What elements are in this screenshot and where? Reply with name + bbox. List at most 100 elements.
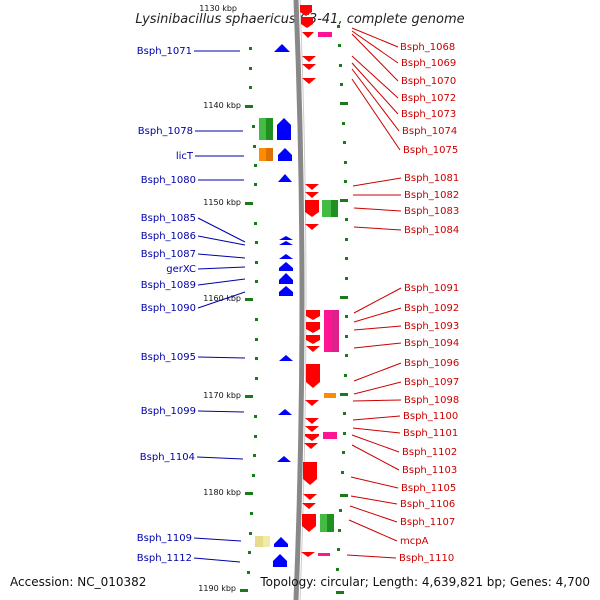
gene-arrow [301, 17, 313, 28]
gene-arrow [303, 494, 317, 500]
gene-arrow [306, 364, 320, 388]
gene-label: Bsph_1091 [404, 283, 459, 294]
gene-arrow [302, 64, 316, 70]
gene-label: Bsph_1074 [402, 126, 457, 137]
gene-label: Bsph_1070 [401, 76, 456, 87]
gene-label: Bsph_1078 [138, 126, 193, 137]
gene-arrow [274, 537, 288, 547]
gene-arrow [304, 443, 318, 449]
gene-arrow [303, 462, 317, 485]
gene-label: Bsph_1107 [400, 517, 455, 528]
gene-label: Bsph_1080 [141, 175, 196, 186]
gene-arrow [305, 426, 319, 432]
gene-label: Bsph_1082 [404, 190, 459, 201]
gene-box [322, 200, 331, 217]
gene-arrow [273, 554, 287, 567]
kbp-label: 1190 kbp [198, 584, 236, 593]
gene-label: Bsph_1086 [141, 231, 196, 242]
gene-label: Bsph_1085 [141, 213, 196, 224]
gene-label: Bsph_1072 [401, 93, 456, 104]
kbp-label: 1130 kbp [199, 4, 237, 13]
gene-label: Bsph_1084 [404, 225, 459, 236]
major-ticks [240, 102, 348, 594]
gene-arrow [279, 241, 293, 245]
gene-label: Bsph_1103 [402, 465, 457, 476]
major-tick [245, 395, 253, 398]
gene-arrow [279, 355, 293, 361]
reverse-strand-features [300, 5, 339, 557]
gene-label: Bsph_1090 [141, 303, 196, 314]
gene-arrow [305, 434, 319, 441]
gene-label: Bsph_1095 [141, 352, 196, 363]
gene-label: Bsph_1083 [404, 206, 459, 217]
gene-label: gerXC [166, 264, 196, 275]
right-connectors [346, 27, 402, 559]
major-tick [245, 298, 253, 301]
right-gene-labels: Bsph_1068 Bsph_1069 Bsph_1070 Bsph_1072 … [399, 42, 459, 564]
gene-label: Bsph_1094 [404, 338, 459, 349]
gene-box [259, 148, 266, 161]
major-tick [240, 589, 248, 592]
gene-arrow [301, 552, 315, 557]
gene-label: Bsph_1081 [404, 173, 459, 184]
gene-box [266, 148, 273, 161]
gene-arrow [278, 409, 292, 415]
map-title: Lysinibacillus sphaericus C3-41, complet… [135, 12, 464, 27]
gene-arrow [306, 310, 320, 320]
gene-box [259, 118, 266, 140]
gene-label: Bsph_1105 [401, 483, 456, 494]
gene-box [331, 200, 338, 217]
gene-arrow [306, 346, 320, 352]
gene-arrow [305, 184, 319, 190]
gene-arrow [300, 5, 312, 16]
gene-box [323, 432, 337, 439]
kbp-label: 1140 kbp [203, 101, 241, 110]
kbp-scale: 1130 kbp 1140 kbp 1150 kbp 1160 kbp 1170… [198, 4, 241, 593]
kbp-label: 1160 kbp [203, 294, 241, 303]
gene-box [332, 310, 339, 352]
gene-arrow [278, 174, 292, 182]
gene-label: Bsph_1075 [403, 145, 458, 156]
gene-box [318, 32, 332, 37]
gene-box [318, 553, 330, 556]
gene-arrow [278, 148, 292, 161]
gene-arrow [277, 118, 291, 140]
gene-label: Bsph_1089 [141, 280, 196, 291]
gene-label: Bsph_1110 [399, 553, 454, 564]
gene-arrow [302, 32, 314, 38]
gene-label: Bsph_1093 [404, 321, 459, 332]
gene-label: licT [176, 151, 194, 162]
gene-arrow [305, 192, 319, 198]
accession-text: Accession: NC_010382 [10, 575, 146, 589]
gene-box [320, 514, 327, 532]
gene-arrow [279, 262, 293, 271]
major-tick [245, 202, 253, 205]
gene-label: Bsph_1087 [141, 249, 196, 260]
gene-arrow [274, 44, 290, 52]
gene-box [324, 310, 332, 352]
gene-label: Bsph_1109 [137, 533, 192, 544]
major-tick [340, 494, 348, 497]
gene-label: Bsph_1104 [140, 452, 195, 463]
kbp-label: 1170 kbp [203, 391, 241, 400]
forward-strand-features [255, 44, 293, 567]
major-tick [245, 105, 253, 108]
gene-box [263, 536, 270, 547]
gene-arrow [302, 56, 316, 62]
major-tick [245, 492, 253, 495]
major-tick [340, 102, 348, 105]
gene-arrow [279, 286, 293, 296]
gene-arrow [279, 273, 293, 284]
gene-label: Bsph_1106 [400, 499, 455, 510]
gene-arrow [302, 503, 316, 509]
gene-label: Bsph_1069 [401, 58, 456, 69]
major-tick [336, 591, 344, 594]
gene-label: mcpA [400, 536, 429, 547]
major-tick [340, 393, 348, 396]
gene-box [324, 393, 336, 398]
kbp-label: 1150 kbp [203, 198, 241, 207]
gene-box [255, 536, 263, 547]
gene-label: Bsph_1102 [402, 447, 457, 458]
left-gene-labels: Bsph_1071 Bsph_1078 licT Bsph_1080 Bsph_… [137, 46, 196, 564]
